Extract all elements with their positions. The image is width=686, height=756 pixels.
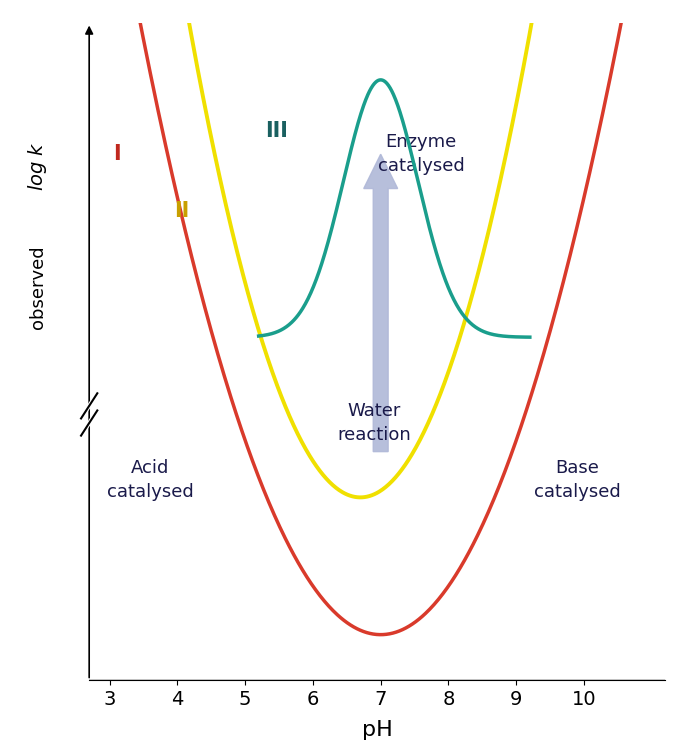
Text: observed: observed xyxy=(29,246,47,329)
Text: II: II xyxy=(174,201,189,222)
Text: log $k$: log $k$ xyxy=(26,141,49,191)
Text: III: III xyxy=(265,122,288,141)
FancyArrow shape xyxy=(364,154,398,451)
Text: Base
catalysed: Base catalysed xyxy=(534,460,621,501)
Text: Water
reaction: Water reaction xyxy=(337,402,411,444)
Text: Acid
catalysed: Acid catalysed xyxy=(107,460,193,501)
Text: Enzyme
catalysed: Enzyme catalysed xyxy=(378,133,464,175)
X-axis label: pH: pH xyxy=(362,720,392,740)
Text: I: I xyxy=(113,144,121,164)
